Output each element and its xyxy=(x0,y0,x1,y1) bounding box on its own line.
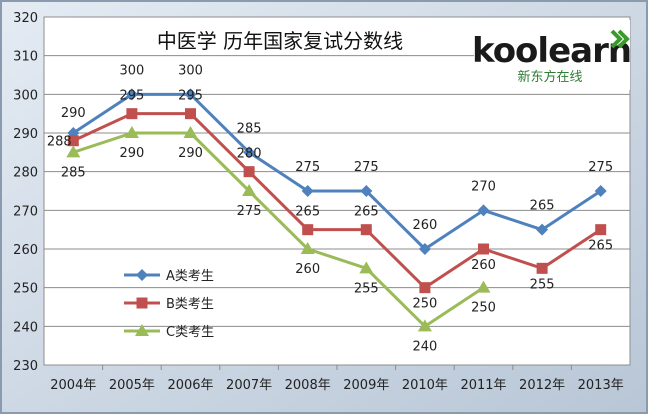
square-marker xyxy=(595,224,607,236)
series-markers xyxy=(66,88,607,332)
x-tick-label: 2013年 xyxy=(578,378,624,393)
data-label: 285 xyxy=(61,165,86,180)
diamond-marker xyxy=(136,269,148,281)
data-label: 290 xyxy=(119,146,144,161)
data-label: 275 xyxy=(237,204,262,219)
data-label: 260 xyxy=(471,258,496,273)
square-marker xyxy=(302,224,314,236)
data-label: 260 xyxy=(295,262,320,277)
diamond-marker xyxy=(243,146,256,159)
legend-label: C类考生 xyxy=(166,325,214,340)
data-label: 285 xyxy=(237,121,262,136)
triangle-marker xyxy=(476,280,491,293)
data-label: 255 xyxy=(354,281,379,296)
y-tick-label: 260 xyxy=(13,243,38,258)
triangle-marker xyxy=(183,126,198,138)
data-label: 295 xyxy=(119,89,144,104)
data-label: 265 xyxy=(295,205,320,220)
triangle-marker xyxy=(135,324,149,336)
x-tick-label: 2007年 xyxy=(226,378,272,393)
legend: A类考生 B类考生 C类考生 xyxy=(124,269,214,340)
square-marker xyxy=(536,262,548,274)
data-label: 265 xyxy=(530,199,555,214)
y-tick-label: 240 xyxy=(13,320,38,335)
triangle-marker xyxy=(242,184,257,196)
chart-title: 中医学 历年国家复试分数线 xyxy=(157,29,403,53)
y-tick-label: 280 xyxy=(13,166,38,181)
y-tick-label: 250 xyxy=(13,282,38,297)
x-tick-label: 2005年 xyxy=(109,378,155,393)
diamond-marker xyxy=(301,185,314,197)
y-axis: 230 240 250 260 270 280 290 300 310 320 xyxy=(13,11,38,374)
brand-logo-text: koolearn xyxy=(472,31,631,71)
square-marker xyxy=(126,108,138,120)
triangle-marker xyxy=(300,242,315,254)
triangle-marker xyxy=(66,145,81,158)
y-tick-label: 230 xyxy=(13,359,38,374)
data-label: 260 xyxy=(412,218,437,233)
brand-background xyxy=(474,20,630,90)
data-labels: 290 300 300 285 275 275 260 270 265 275 288 295 295 2… xyxy=(47,63,613,354)
data-label: 240 xyxy=(412,339,437,354)
series-line xyxy=(72,92,602,251)
brand-subtitle: 新东方在线 xyxy=(517,69,582,85)
square-marker xyxy=(67,135,79,147)
y-tick-label: 320 xyxy=(13,11,38,26)
x-tick-label: 2010年 xyxy=(402,378,448,393)
data-label: 295 xyxy=(178,89,203,104)
y-tick-label: 290 xyxy=(13,127,38,142)
data-label: 250 xyxy=(471,301,496,316)
data-label: 250 xyxy=(412,297,437,312)
data-label: 270 xyxy=(471,179,496,194)
data-label: 275 xyxy=(354,160,379,175)
diamond-marker xyxy=(125,88,138,101)
diamond-marker xyxy=(184,88,197,101)
chevron-right-icon xyxy=(617,29,630,49)
legend-label: A类考生 xyxy=(166,269,214,284)
diamond-marker xyxy=(418,243,431,255)
x-axis: 2004年 2005年 2006年 2007年 2008年 2009年 2010年 2011年… xyxy=(50,365,624,393)
data-label: 265 xyxy=(354,205,379,220)
chevron-right-icon xyxy=(610,29,623,49)
data-label: 265 xyxy=(588,239,613,254)
legend-label: B类考生 xyxy=(166,297,214,312)
x-tick-label: 2011年 xyxy=(460,378,506,393)
square-marker xyxy=(185,108,196,120)
diamond-marker xyxy=(360,185,373,197)
series-lines xyxy=(72,92,602,328)
data-label: 290 xyxy=(61,106,86,121)
square-marker xyxy=(243,166,255,178)
x-tick-label: 2008年 xyxy=(285,378,331,393)
diamond-marker xyxy=(594,185,607,197)
triangle-marker xyxy=(417,319,432,332)
x-tick-label: 2012年 xyxy=(519,378,565,393)
data-label: 290 xyxy=(178,146,203,161)
series-line xyxy=(72,112,602,290)
square-marker xyxy=(360,224,372,236)
data-label: 280 xyxy=(237,147,262,162)
square-marker xyxy=(478,243,489,255)
square-marker xyxy=(136,297,148,309)
brand-logo: koolearn 新东方在线 xyxy=(472,20,632,90)
data-label: 275 xyxy=(295,160,320,175)
diamond-marker xyxy=(536,223,549,236)
data-label: 255 xyxy=(530,277,555,292)
data-label: 300 xyxy=(119,63,144,78)
series-line xyxy=(72,131,485,328)
y-tick-label: 300 xyxy=(13,88,38,103)
diamond-marker xyxy=(477,204,490,217)
y-tick-label: 310 xyxy=(13,50,38,65)
triangle-marker xyxy=(359,261,374,274)
triangle-marker xyxy=(124,126,139,138)
square-marker xyxy=(419,282,431,294)
x-tick-label: 2006年 xyxy=(167,378,213,393)
data-label: 275 xyxy=(588,160,613,175)
data-label: 288 xyxy=(47,135,72,150)
x-tick-label: 2004年 xyxy=(50,378,96,393)
data-label: 300 xyxy=(178,63,203,78)
x-tick-label: 2009年 xyxy=(343,378,389,393)
y-tick-label: 270 xyxy=(13,204,38,219)
